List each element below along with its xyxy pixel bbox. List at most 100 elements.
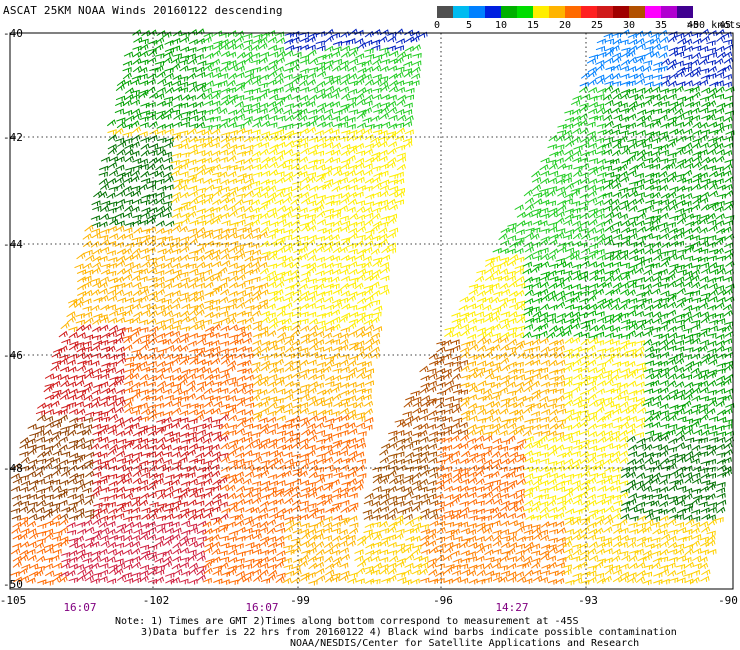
wind-barb xyxy=(412,515,422,522)
wind-barb xyxy=(596,430,606,437)
wind-barb xyxy=(548,282,558,289)
wind-barb xyxy=(203,92,213,100)
wind-barb xyxy=(82,233,92,240)
wind-barb xyxy=(236,219,246,226)
wind-barb xyxy=(460,400,470,408)
wind-barb xyxy=(116,486,126,493)
wind-barb xyxy=(140,366,150,373)
wind-barb xyxy=(652,493,663,500)
wind-barb xyxy=(340,275,351,282)
wind-barb xyxy=(227,449,237,457)
wind-barb xyxy=(317,415,327,422)
wind-barb xyxy=(179,282,189,289)
wind-barb xyxy=(410,494,420,501)
wind-barb xyxy=(291,305,301,312)
wind-barb xyxy=(378,140,388,148)
wind-barb xyxy=(652,394,662,402)
wind-barb xyxy=(251,294,261,301)
wind-barb xyxy=(140,199,150,206)
wind-barb xyxy=(626,371,637,379)
wind-barb xyxy=(643,508,653,515)
wind-barb xyxy=(274,457,284,465)
wind-barb xyxy=(218,476,228,484)
wind-barb xyxy=(308,318,318,325)
wind-barb xyxy=(644,263,655,270)
wind-barb xyxy=(340,51,351,58)
wind-barb xyxy=(322,332,332,339)
wind-barb xyxy=(371,44,381,51)
wind-barb xyxy=(659,134,670,141)
wind-barb xyxy=(522,429,532,437)
wind-barb xyxy=(84,371,94,379)
wind-barb xyxy=(669,453,679,459)
wind-barb xyxy=(139,373,149,381)
wind-barb xyxy=(75,437,86,444)
wind-barb xyxy=(268,295,279,302)
wind-barb xyxy=(595,221,606,228)
wind-barb xyxy=(485,381,495,388)
wind-barb xyxy=(380,215,390,222)
wind-barb xyxy=(652,241,662,248)
wind-barb xyxy=(611,253,621,261)
wind-barb xyxy=(138,285,148,292)
wind-barb xyxy=(597,281,607,289)
wind-barb xyxy=(643,86,653,94)
wind-barb xyxy=(626,105,636,113)
wind-barb xyxy=(180,315,191,323)
wind-barb xyxy=(621,148,631,155)
wind-barb xyxy=(468,515,478,521)
wind-barb xyxy=(698,437,708,443)
wind-barb xyxy=(459,434,470,442)
wind-barb xyxy=(485,497,495,505)
wind-barb xyxy=(586,477,597,484)
wind-barb xyxy=(588,282,599,289)
wind-barb xyxy=(347,359,357,367)
wind-barb xyxy=(324,296,334,303)
wind-barb xyxy=(651,487,661,494)
wind-barb xyxy=(226,79,236,87)
wind-barb xyxy=(378,130,388,136)
wind-barb xyxy=(323,121,333,128)
wind-barb xyxy=(636,115,646,122)
wind-barb xyxy=(354,451,365,458)
wind-barb xyxy=(332,487,342,494)
wind-barb xyxy=(571,311,581,318)
wind-barb xyxy=(588,249,599,256)
wind-barb xyxy=(282,234,293,241)
wind-barb xyxy=(315,270,325,277)
wind-barb xyxy=(532,192,542,198)
wind-barb xyxy=(267,490,277,498)
wind-barb xyxy=(117,477,127,485)
wind-barb xyxy=(362,73,372,80)
wind-barb xyxy=(707,502,717,508)
wind-barb xyxy=(644,163,654,170)
wind-barb xyxy=(618,429,628,437)
wind-barb xyxy=(269,144,279,151)
wind-barb xyxy=(427,380,437,387)
wind-barb xyxy=(115,492,126,499)
wind-barb xyxy=(466,339,476,346)
wind-barb xyxy=(429,472,439,479)
wind-barb xyxy=(139,43,149,51)
wind-barb xyxy=(258,92,268,99)
wind-barb xyxy=(130,330,140,337)
wind-barb xyxy=(602,370,613,376)
wind-barb xyxy=(314,158,324,165)
wind-barb xyxy=(644,204,654,211)
wind-barb xyxy=(99,436,109,443)
wind-barb xyxy=(507,417,517,423)
wind-barb xyxy=(690,274,700,282)
wind-barb xyxy=(147,483,157,491)
wind-barb xyxy=(258,36,268,44)
wind-barb xyxy=(636,138,646,145)
wind-barb xyxy=(459,491,469,499)
wind-barb xyxy=(154,450,164,458)
wind-barb xyxy=(133,36,143,44)
wind-barb xyxy=(595,268,605,275)
wind-barb xyxy=(587,197,598,204)
wind-barb xyxy=(330,339,341,345)
wind-barb xyxy=(252,373,263,381)
wind-barb xyxy=(364,177,375,184)
wind-barb xyxy=(211,407,221,415)
wind-barb xyxy=(156,360,166,368)
